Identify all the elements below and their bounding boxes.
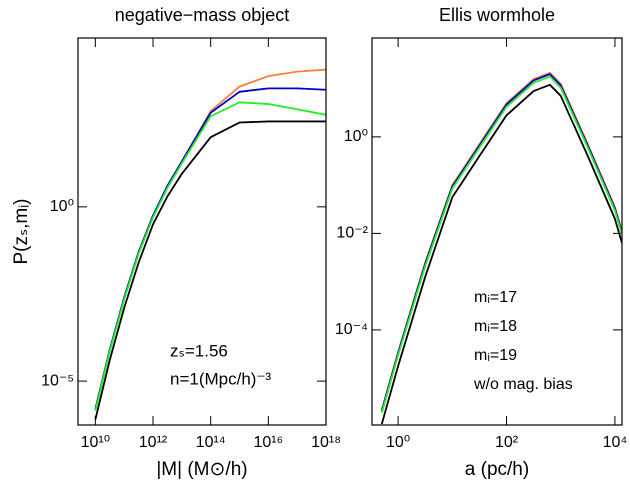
x-tick-label: 10⁰: [386, 434, 410, 451]
panel: negative−mass object |M| (M⊙/h) P(zₛ,mᵢ) 10…: [11, 5, 341, 480]
x-tick-label: 10⁴: [603, 434, 628, 451]
plot-frame: [77, 37, 327, 426]
panel: Ellis wormhole a (pc/h) 10⁰ 10² 10⁴ 10⁻⁴ 10⁻² 1…: [335, 5, 628, 480]
x-axis-label: a (pc/h): [465, 459, 529, 480]
y-tick-label: 10⁻⁵: [41, 372, 74, 389]
x-tick-label: 10²: [495, 434, 519, 451]
plot-frame: [371, 37, 623, 426]
legend-label: mᵢ=18: [474, 318, 517, 335]
y-tick-label: 10⁰: [50, 198, 74, 215]
panel-title: Ellis wormhole: [439, 5, 555, 25]
legend-label: mᵢ=17: [474, 289, 517, 306]
x-tick-label: 10¹⁶: [253, 434, 283, 451]
y-tick-label: 10⁻²: [336, 225, 368, 242]
y-tick-label: 10⁰: [344, 128, 368, 145]
annotation: n=1(Mpc/h)⁻³: [170, 369, 271, 388]
x-tick-label: 10¹²: [139, 434, 168, 451]
series-line: [380, 75, 622, 414]
panel-title: negative−mass object: [115, 5, 290, 25]
legend-label: w/o mag. bias: [473, 376, 573, 393]
series-line: [380, 83, 622, 425]
y-axis-label: P(zₛ,mᵢ): [11, 198, 32, 264]
series-line: [94, 101, 326, 411]
x-tick-label: 10¹⁰: [81, 434, 111, 451]
x-axis-label: |M| (M⊙/h): [156, 459, 247, 480]
annotation: zₛ=1.56: [170, 341, 228, 360]
series-line: [94, 120, 326, 420]
y-tick-label: 10⁻⁴: [335, 321, 368, 338]
x-tick-label: 10¹⁴: [196, 434, 226, 451]
x-tick-label: 10¹⁸: [311, 434, 341, 451]
legend-label: mᵢ=19: [474, 347, 517, 364]
